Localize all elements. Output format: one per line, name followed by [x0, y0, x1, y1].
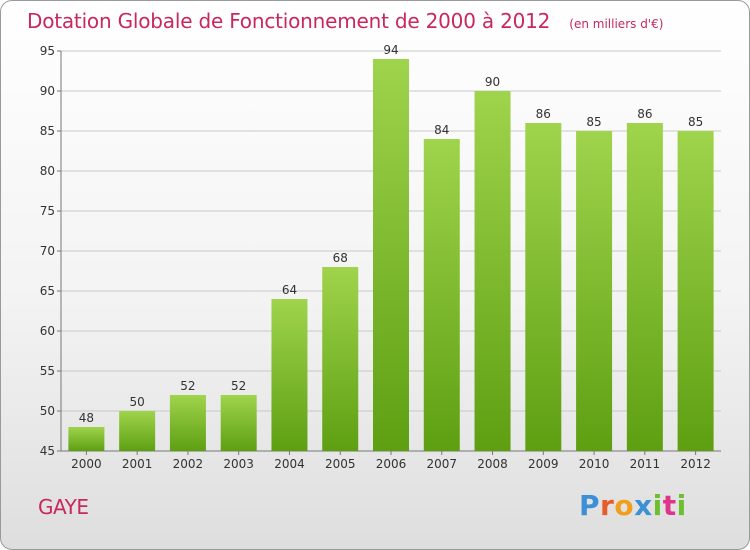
bar-value-label: 90: [485, 75, 500, 89]
x-tick-label: 2000: [71, 457, 102, 471]
logo-letter: i: [676, 489, 687, 522]
y-tick-label: 90: [40, 84, 55, 98]
x-tick-label: 2009: [528, 457, 559, 471]
bar: [525, 123, 562, 451]
y-tick-label: 80: [40, 164, 55, 178]
bar: [576, 131, 613, 451]
x-tick-label: 2003: [223, 457, 254, 471]
logo-letter: o: [614, 489, 635, 522]
bar: [322, 267, 359, 451]
bar: [119, 411, 156, 451]
bar: [373, 59, 409, 451]
y-tick-label: 95: [40, 44, 55, 58]
bar-value-label: 50: [130, 395, 145, 409]
bar: [68, 427, 105, 451]
bar-value-label: 68: [333, 251, 348, 265]
x-tick-label: 2007: [426, 457, 457, 471]
bar-value-label: 85: [586, 115, 601, 129]
logo-letter: r: [600, 489, 615, 522]
bar-value-label: 85: [688, 115, 703, 129]
x-tick-label: 2011: [630, 457, 661, 471]
x-tick-label: 2005: [325, 457, 356, 471]
bar-value-label: 52: [180, 379, 195, 393]
x-tick-label: 2006: [376, 457, 407, 471]
bar: [220, 395, 257, 451]
bar-value-label: 52: [231, 379, 246, 393]
chart-title: Dotation Globale de Fonctionnement de 20…: [27, 9, 551, 33]
y-tick-label: 75: [40, 204, 55, 218]
bar-value-label: 84: [434, 123, 449, 137]
y-tick-label: 85: [40, 124, 55, 138]
bar: [423, 139, 460, 451]
bar-value-label: 48: [79, 411, 94, 425]
x-tick-label: 2001: [122, 457, 153, 471]
bar: [474, 91, 511, 451]
y-tick-label: 45: [40, 444, 55, 458]
y-tick-label: 50: [40, 404, 55, 418]
logo-letter: x: [634, 489, 653, 522]
y-tick-label: 55: [40, 364, 55, 378]
bar-value-label: 86: [536, 107, 551, 121]
bar-value-label: 94: [383, 43, 398, 57]
x-tick-label: 2012: [680, 457, 711, 471]
x-tick-label: 2010: [579, 457, 610, 471]
chart-subtitle: (en milliers d'€): [569, 17, 664, 31]
x-tick-label: 2004: [274, 457, 305, 471]
y-tick-label: 60: [40, 324, 55, 338]
commune-name: GAYE: [38, 495, 89, 519]
bar-value-label: 86: [637, 107, 652, 121]
bar: [677, 131, 714, 451]
bar: [271, 299, 308, 451]
x-tick-label: 2008: [477, 457, 508, 471]
logo-letter: t: [662, 489, 677, 522]
bar-value-label: 64: [282, 283, 297, 297]
proxiti-logo[interactable]: Proxiti: [579, 489, 687, 522]
logo-letter: i: [652, 489, 663, 522]
y-tick-label: 65: [40, 284, 55, 298]
logo-letter: P: [579, 489, 601, 522]
chart-header: Dotation Globale de Fonctionnement de 20…: [27, 9, 663, 33]
y-tick-label: 70: [40, 244, 55, 258]
x-tick-label: 2002: [173, 457, 204, 471]
bar: [626, 123, 663, 451]
bar: [169, 395, 206, 451]
